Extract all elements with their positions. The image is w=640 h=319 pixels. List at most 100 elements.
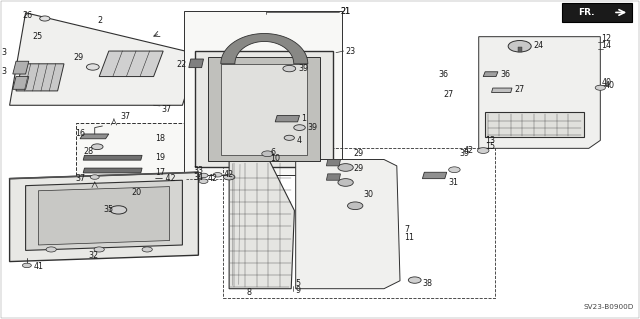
Text: 39: 39: [298, 64, 308, 73]
Polygon shape: [83, 168, 142, 173]
Circle shape: [283, 65, 296, 72]
Text: SV23-B0900D: SV23-B0900D: [583, 304, 634, 310]
Polygon shape: [479, 37, 600, 148]
Text: 6: 6: [270, 148, 275, 157]
Text: 13: 13: [485, 137, 495, 145]
Text: 35: 35: [103, 205, 113, 214]
Text: 29: 29: [353, 164, 364, 173]
Text: 39: 39: [307, 123, 317, 132]
Polygon shape: [195, 51, 333, 167]
Text: 40: 40: [605, 81, 615, 90]
Text: 38: 38: [422, 279, 433, 288]
Text: 25: 25: [32, 32, 42, 41]
Polygon shape: [221, 64, 307, 155]
Polygon shape: [326, 160, 340, 166]
Polygon shape: [83, 155, 142, 160]
Polygon shape: [326, 174, 340, 180]
Circle shape: [449, 167, 460, 173]
Text: 14: 14: [602, 41, 612, 50]
Circle shape: [508, 41, 531, 52]
Circle shape: [408, 277, 421, 283]
Text: 9: 9: [296, 286, 301, 295]
Polygon shape: [229, 158, 294, 289]
Text: 24: 24: [534, 41, 544, 50]
Bar: [223, 148, 495, 298]
Text: 27: 27: [515, 85, 525, 94]
Circle shape: [142, 247, 152, 252]
Text: 7: 7: [404, 225, 410, 234]
Text: 18: 18: [155, 134, 165, 143]
Text: 42: 42: [224, 170, 234, 179]
Text: 37: 37: [76, 174, 86, 183]
Text: 4: 4: [296, 137, 301, 145]
Polygon shape: [208, 57, 320, 161]
Text: 22: 22: [177, 60, 187, 69]
Polygon shape: [13, 77, 29, 89]
Polygon shape: [99, 51, 163, 77]
Text: 8: 8: [246, 288, 252, 297]
Bar: [518, 47, 522, 52]
Text: 23: 23: [346, 47, 356, 56]
Text: 37: 37: [120, 112, 131, 121]
Polygon shape: [10, 13, 198, 105]
Text: 39: 39: [460, 149, 470, 158]
Text: 16: 16: [76, 129, 86, 138]
Circle shape: [284, 135, 294, 140]
Circle shape: [92, 144, 103, 150]
Text: 3: 3: [1, 67, 6, 76]
Circle shape: [90, 175, 99, 179]
Text: 41: 41: [33, 262, 44, 271]
Circle shape: [94, 247, 104, 252]
Text: 27: 27: [443, 90, 453, 99]
Circle shape: [86, 64, 99, 70]
Text: 40: 40: [602, 78, 612, 87]
Text: 36: 36: [500, 70, 511, 78]
Text: FR.: FR.: [578, 8, 595, 17]
Text: 21: 21: [340, 7, 351, 16]
Polygon shape: [16, 64, 64, 91]
Polygon shape: [296, 160, 400, 289]
FancyBboxPatch shape: [562, 3, 632, 22]
Text: 21: 21: [340, 7, 351, 16]
Bar: [76, 123, 184, 193]
Text: 15: 15: [485, 142, 495, 151]
Text: 1: 1: [301, 114, 306, 123]
Circle shape: [338, 179, 353, 186]
Text: 42: 42: [207, 174, 218, 183]
Text: 2: 2: [97, 16, 102, 25]
Text: — 42: — 42: [155, 174, 175, 183]
Circle shape: [294, 125, 305, 130]
Polygon shape: [26, 180, 182, 250]
Circle shape: [223, 174, 235, 180]
Text: 28: 28: [83, 147, 93, 156]
Circle shape: [595, 85, 605, 90]
Polygon shape: [13, 61, 29, 74]
Text: 33: 33: [193, 166, 204, 175]
Text: 3: 3: [1, 48, 6, 57]
Polygon shape: [275, 115, 300, 122]
Circle shape: [199, 173, 208, 178]
Text: 10: 10: [270, 154, 280, 163]
Text: 31: 31: [448, 178, 458, 187]
Text: 20: 20: [131, 188, 141, 197]
Polygon shape: [80, 134, 109, 139]
Text: 34: 34: [193, 173, 204, 182]
Circle shape: [199, 179, 208, 183]
Text: 32: 32: [88, 251, 99, 260]
Text: 17: 17: [155, 168, 165, 177]
Bar: [184, 11, 342, 175]
Text: 11: 11: [404, 233, 415, 242]
Circle shape: [348, 202, 363, 210]
Text: 19: 19: [155, 153, 165, 162]
Text: 37: 37: [161, 105, 172, 114]
Polygon shape: [492, 88, 512, 93]
Polygon shape: [485, 112, 584, 137]
Text: 29: 29: [74, 53, 84, 62]
Polygon shape: [10, 172, 198, 262]
Polygon shape: [483, 72, 498, 77]
Circle shape: [40, 16, 50, 21]
Polygon shape: [189, 59, 204, 68]
Circle shape: [477, 148, 489, 153]
Polygon shape: [422, 172, 447, 179]
Circle shape: [338, 164, 353, 171]
